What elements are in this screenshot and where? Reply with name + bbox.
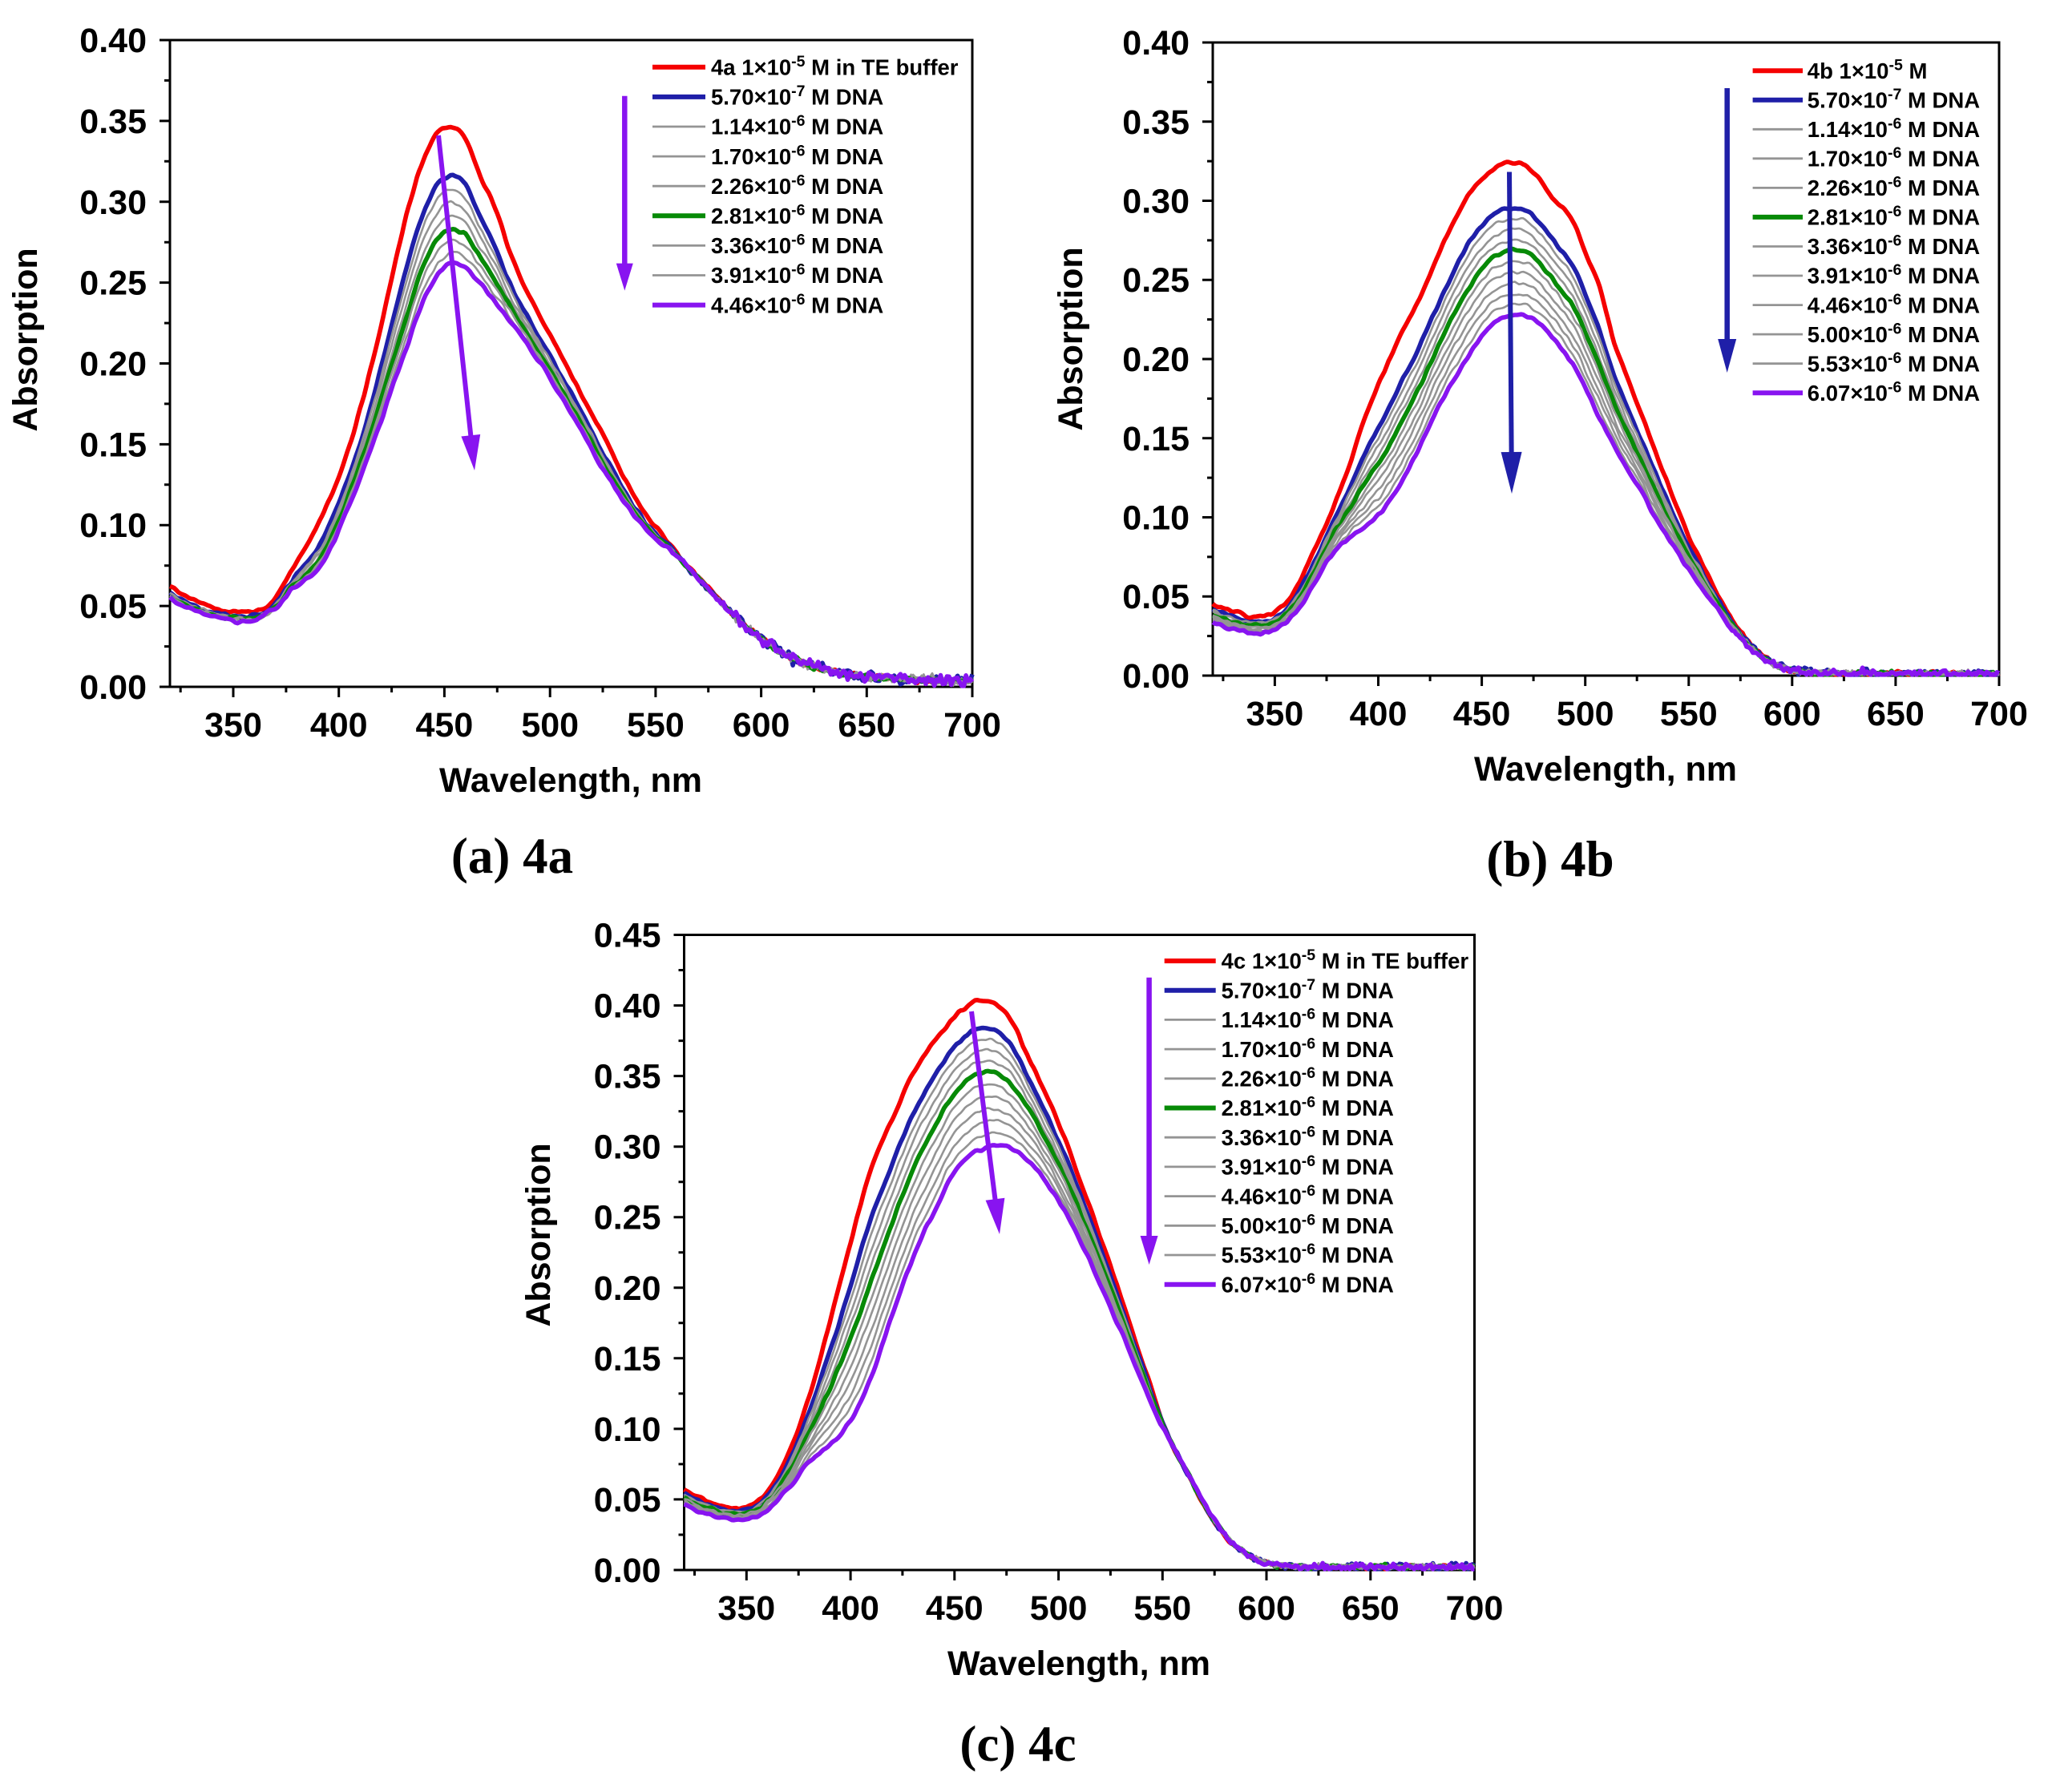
svg-text:450: 450 [416, 706, 474, 745]
svg-text:0.35: 0.35 [1122, 103, 1190, 142]
svg-text:2.81×10-6 M DNA: 2.81×10-6 M DNA [1222, 1094, 1394, 1121]
svg-text:(c) 4c: (c) 4c [959, 1716, 1076, 1772]
svg-text:Absorption: Absorption [1052, 247, 1090, 430]
svg-text:3.91×10-6 M DNA: 3.91×10-6 M DNA [1222, 1152, 1394, 1180]
svg-text:500: 500 [1557, 695, 1614, 733]
svg-text:4.46×10-6 M DNA: 4.46×10-6 M DNA [711, 291, 883, 318]
svg-text:4b 1×10-5 M: 4b 1×10-5 M [1808, 56, 1928, 83]
svg-text:700: 700 [943, 706, 1001, 745]
svg-text:0.25: 0.25 [79, 264, 147, 303]
svg-text:Wavelength, nm: Wavelength, nm [1474, 750, 1737, 789]
svg-text:0.10: 0.10 [594, 1411, 661, 1449]
svg-text:0.30: 0.30 [1122, 183, 1190, 221]
svg-text:550: 550 [1660, 695, 1718, 733]
svg-text:Wavelength, nm: Wavelength, nm [947, 1645, 1210, 1683]
svg-text:0.25: 0.25 [1122, 261, 1190, 300]
svg-text:(a) 4a: (a) 4a [451, 828, 573, 884]
svg-text:650: 650 [838, 706, 895, 745]
svg-text:0.05: 0.05 [1122, 578, 1190, 616]
svg-text:500: 500 [521, 706, 579, 745]
svg-text:400: 400 [822, 1589, 879, 1628]
svg-text:350: 350 [204, 706, 262, 745]
svg-text:0.40: 0.40 [594, 987, 661, 1026]
svg-text:3.91×10-6 M DNA: 3.91×10-6 M DNA [711, 261, 883, 289]
svg-text:650: 650 [1867, 695, 1925, 733]
svg-text:450: 450 [926, 1589, 984, 1628]
svg-text:0.20: 0.20 [79, 345, 147, 384]
svg-text:0.30: 0.30 [594, 1128, 661, 1167]
svg-text:400: 400 [310, 706, 368, 745]
svg-text:0.15: 0.15 [79, 426, 147, 464]
svg-text:0.40: 0.40 [79, 22, 147, 60]
svg-text:0.25: 0.25 [594, 1199, 661, 1237]
svg-text:3.36×10-6 M DNA: 3.36×10-6 M DNA [711, 232, 883, 259]
svg-text:400: 400 [1350, 695, 1408, 733]
svg-text:5.53×10-6 M DNA: 5.53×10-6 M DNA [1808, 349, 1980, 377]
svg-text:0.00: 0.00 [594, 1552, 661, 1590]
svg-text:Absorption: Absorption [6, 248, 45, 431]
svg-text:0.00: 0.00 [79, 668, 147, 707]
svg-text:0.05: 0.05 [79, 587, 147, 626]
svg-text:4c 1×10-5 M in TE buffer: 4c 1×10-5 M in TE buffer [1222, 946, 1469, 974]
svg-text:600: 600 [1238, 1589, 1295, 1628]
svg-text:1.70×10-6 M DNA: 1.70×10-6 M DNA [711, 142, 883, 169]
svg-text:450: 450 [1453, 695, 1511, 733]
svg-text:0.20: 0.20 [594, 1269, 661, 1308]
svg-text:0.10: 0.10 [79, 507, 147, 545]
svg-text:700: 700 [1970, 695, 2028, 733]
svg-text:550: 550 [1133, 1589, 1191, 1628]
svg-text:650: 650 [1342, 1589, 1400, 1628]
svg-text:(b) 4b: (b) 4b [1486, 831, 1614, 887]
svg-text:4.46×10-6 M DNA: 4.46×10-6 M DNA [1222, 1182, 1394, 1209]
svg-text:350: 350 [717, 1589, 775, 1628]
svg-text:700: 700 [1446, 1589, 1504, 1628]
svg-text:0.35: 0.35 [594, 1058, 661, 1096]
svg-text:550: 550 [627, 706, 685, 745]
svg-text:Absorption: Absorption [519, 1143, 558, 1326]
svg-text:0.15: 0.15 [594, 1340, 661, 1378]
svg-text:600: 600 [1763, 695, 1821, 733]
svg-text:0.05: 0.05 [594, 1481, 661, 1520]
svg-text:500: 500 [1030, 1589, 1088, 1628]
svg-text:3.36×10-6 M DNA: 3.36×10-6 M DNA [1808, 232, 1980, 260]
svg-text:0.45: 0.45 [594, 917, 661, 955]
svg-text:0.15: 0.15 [1122, 420, 1190, 458]
svg-text:600: 600 [733, 706, 790, 745]
svg-text:0.30: 0.30 [79, 184, 147, 222]
svg-text:0.10: 0.10 [1122, 499, 1190, 538]
svg-text:2.26×10-6 M DNA: 2.26×10-6 M DNA [1808, 174, 1980, 201]
svg-text:0.00: 0.00 [1122, 657, 1190, 696]
svg-text:0.20: 0.20 [1122, 341, 1190, 379]
svg-text:0.35: 0.35 [79, 103, 147, 141]
svg-text:4a 1×10-5 M in TE buffer: 4a 1×10-5 M in TE buffer [711, 53, 959, 80]
svg-text:0.40: 0.40 [1122, 24, 1190, 63]
svg-text:350: 350 [1246, 695, 1304, 733]
svg-text:Wavelength, nm: Wavelength, nm [439, 761, 702, 800]
